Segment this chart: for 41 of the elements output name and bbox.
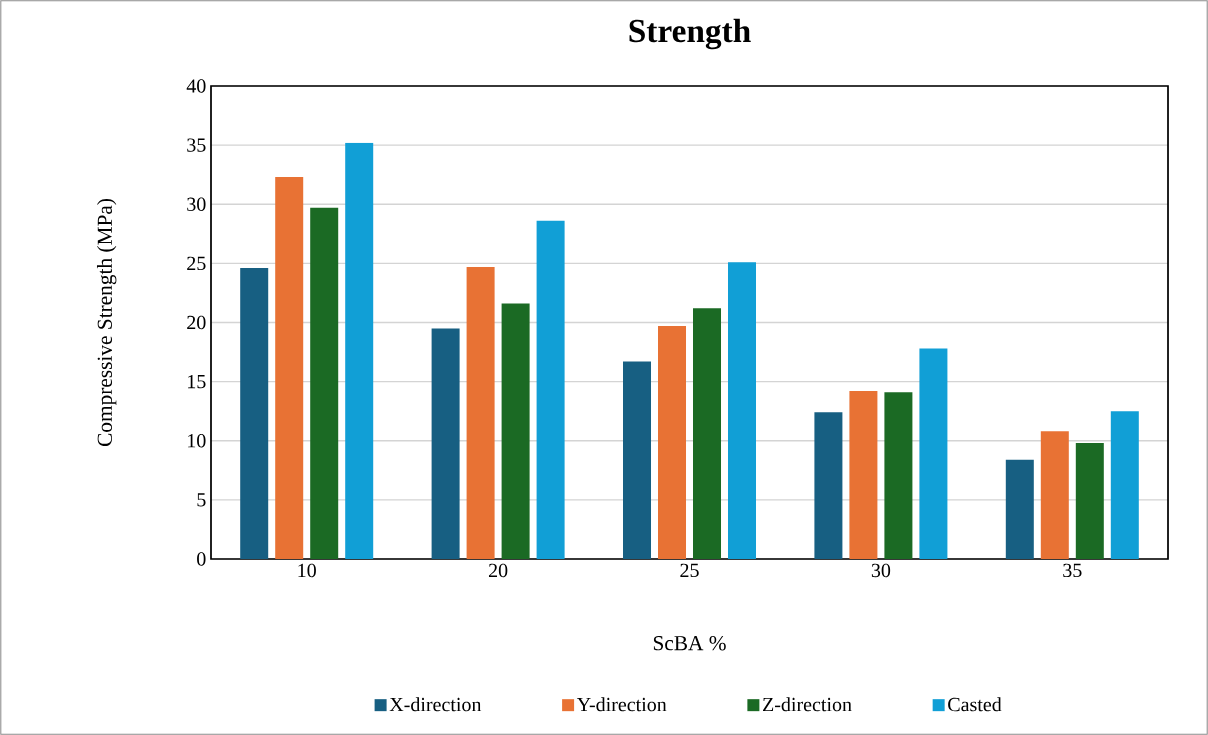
y-tick-label: 30 — [187, 197, 206, 211]
bar — [1040, 431, 1069, 559]
bar — [310, 207, 339, 559]
y-tick-label: 20 — [187, 315, 206, 330]
x-tick-label: 25 — [680, 563, 699, 578]
x-tick-label: 10 — [298, 563, 316, 578]
y-tick-label: 40 — [186, 79, 206, 93]
bar — [431, 328, 460, 559]
bar — [1005, 459, 1034, 559]
bar — [919, 348, 948, 559]
y-tick-label: 35 — [187, 138, 206, 152]
legend-label: Y-direction — [576, 697, 667, 712]
x-axis-title: ScBA % — [653, 635, 726, 651]
y-tick-label: 5 — [197, 493, 206, 507]
y-tick-label: 0 — [197, 552, 206, 566]
bar — [275, 177, 304, 559]
y-axis-title: Compressive Strength (MPa) — [96, 198, 117, 447]
bar — [623, 361, 652, 559]
bar — [693, 308, 722, 559]
bar — [1110, 411, 1139, 559]
x-tick-label: 30 — [871, 563, 891, 578]
y-tick-label: 15 — [188, 374, 206, 389]
bar — [849, 391, 878, 559]
x-tick-label: 35 — [1063, 563, 1082, 578]
legend-label: Z-direction — [763, 697, 852, 712]
bar — [884, 392, 913, 559]
bar — [536, 220, 565, 559]
bar — [345, 142, 374, 559]
chart-title: Strength — [629, 18, 751, 50]
bar — [501, 303, 530, 559]
legend-label: Casted — [948, 697, 1002, 712]
y-tick-label: 10 — [188, 434, 206, 448]
bar — [466, 266, 495, 559]
bar — [814, 412, 843, 559]
x-tick-label: 20 — [488, 563, 508, 578]
legend-label: X-direction — [389, 697, 482, 712]
bar — [728, 262, 757, 559]
bar — [240, 268, 269, 559]
bar — [1075, 443, 1104, 559]
y-tick-label: 25 — [187, 256, 206, 271]
bar — [658, 326, 687, 559]
